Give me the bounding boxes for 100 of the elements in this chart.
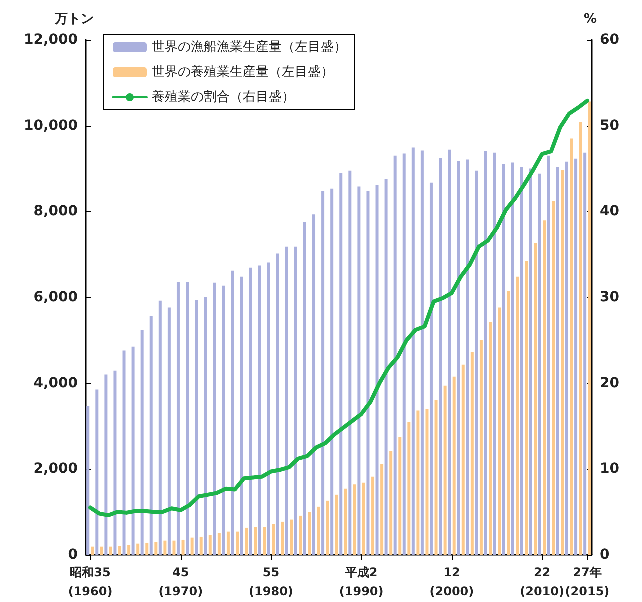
bar bbox=[511, 162, 514, 555]
bar bbox=[146, 542, 149, 555]
y-tick-label: 8,000 bbox=[34, 204, 78, 220]
y2-tick-label: 60 bbox=[600, 32, 620, 48]
bar bbox=[195, 300, 198, 555]
bar bbox=[290, 520, 294, 555]
bar bbox=[475, 170, 478, 555]
bar bbox=[281, 522, 284, 555]
bar bbox=[398, 436, 402, 555]
bar bbox=[556, 167, 560, 555]
legend-label: 世界の漁船漁業生産量（左目盛） bbox=[152, 39, 347, 55]
bar bbox=[457, 161, 460, 555]
bar bbox=[109, 546, 112, 555]
bar bbox=[588, 102, 592, 555]
bar bbox=[104, 374, 108, 555]
bar bbox=[158, 300, 162, 555]
bar bbox=[439, 158, 442, 555]
bar bbox=[340, 173, 343, 555]
bar bbox=[344, 488, 348, 555]
bar bbox=[128, 545, 131, 555]
bar bbox=[182, 540, 185, 555]
bar bbox=[430, 182, 433, 555]
bar bbox=[308, 512, 312, 555]
x-tick-label: 55 (1980) bbox=[249, 566, 294, 598]
bar bbox=[538, 174, 542, 555]
legend-label: 世界の養殖業生産量（左目盛） bbox=[152, 64, 334, 80]
bar bbox=[204, 297, 208, 555]
bar bbox=[507, 291, 510, 555]
bar bbox=[579, 122, 582, 555]
bar bbox=[285, 246, 288, 555]
bar bbox=[516, 276, 520, 555]
bar bbox=[299, 516, 302, 555]
bar bbox=[272, 524, 276, 555]
bar bbox=[200, 536, 203, 555]
y-tick-label: 0 bbox=[68, 547, 78, 563]
bar bbox=[118, 546, 122, 555]
x-tick-label: 平成2 (1990) bbox=[339, 566, 384, 598]
bar bbox=[186, 282, 190, 555]
bar bbox=[226, 532, 230, 555]
x-tick-label: 昭和35 (1960) bbox=[68, 566, 113, 598]
bar bbox=[543, 220, 546, 555]
bar bbox=[348, 170, 352, 555]
bar bbox=[317, 506, 320, 555]
bar bbox=[245, 528, 248, 555]
bar bbox=[100, 546, 104, 555]
y-axis-title: 万トン bbox=[54, 12, 94, 27]
bar bbox=[322, 191, 325, 555]
bar bbox=[190, 538, 194, 555]
bar bbox=[122, 350, 126, 555]
bar bbox=[267, 262, 270, 555]
bar bbox=[154, 542, 158, 555]
bar bbox=[176, 282, 180, 555]
bar bbox=[249, 268, 252, 555]
bar bbox=[372, 476, 375, 555]
bar bbox=[412, 148, 415, 555]
bar bbox=[570, 138, 574, 555]
bar bbox=[218, 533, 221, 555]
y-tick-label: 12,000 bbox=[24, 32, 78, 48]
bar bbox=[561, 170, 564, 555]
bar bbox=[96, 390, 99, 555]
y-tick-label: 10,000 bbox=[24, 118, 78, 134]
bar bbox=[394, 156, 397, 555]
bar bbox=[222, 286, 226, 555]
bar bbox=[258, 266, 262, 555]
bar bbox=[520, 167, 524, 555]
bar bbox=[480, 340, 483, 555]
bar bbox=[150, 316, 153, 555]
y-tick-label: 6,000 bbox=[34, 290, 78, 306]
bar bbox=[312, 214, 316, 555]
bar bbox=[231, 270, 234, 555]
bar bbox=[362, 482, 366, 555]
bar bbox=[294, 246, 298, 555]
bar bbox=[434, 400, 438, 555]
bar bbox=[525, 261, 528, 555]
bar bbox=[402, 154, 406, 555]
bar bbox=[552, 200, 556, 555]
y-tick-label: 4,000 bbox=[34, 375, 78, 392]
bar bbox=[358, 186, 361, 555]
bar bbox=[114, 370, 117, 555]
bar bbox=[326, 500, 330, 555]
y2-tick-label: 50 bbox=[600, 118, 620, 134]
bar bbox=[416, 410, 420, 555]
bar bbox=[444, 386, 447, 555]
bar bbox=[390, 451, 393, 555]
bar bbox=[91, 546, 94, 555]
bar bbox=[574, 158, 578, 555]
bar bbox=[502, 164, 506, 555]
bar bbox=[484, 151, 488, 555]
bar bbox=[303, 222, 306, 555]
bar bbox=[254, 527, 258, 555]
x-tick-label: 22 (2010) bbox=[520, 566, 564, 598]
bar bbox=[376, 185, 379, 555]
bar bbox=[86, 406, 90, 555]
bar bbox=[566, 162, 569, 555]
bar bbox=[380, 464, 384, 555]
bar bbox=[493, 152, 496, 555]
bar bbox=[140, 330, 144, 555]
y2-axis-title: % bbox=[584, 12, 598, 27]
bar bbox=[426, 409, 429, 555]
legend-label: 養殖業の割合（右目盛） bbox=[152, 90, 295, 105]
